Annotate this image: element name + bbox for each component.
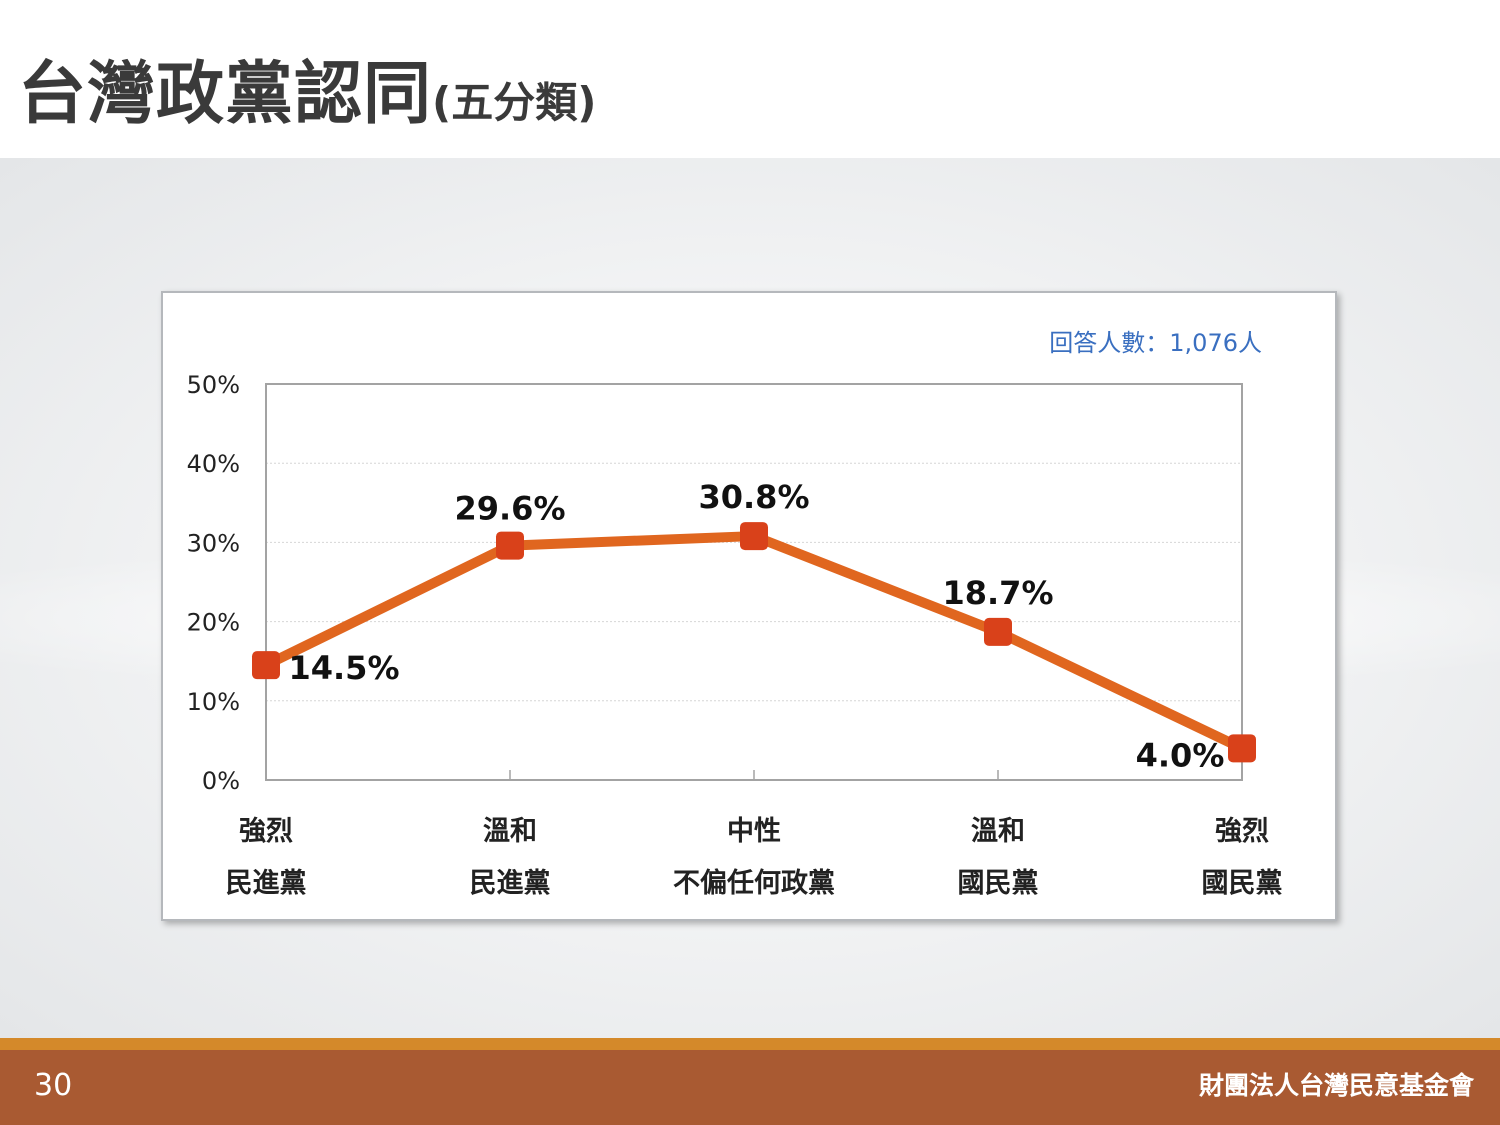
y-tick-label: 0% [202, 767, 240, 795]
data-point-marker [984, 617, 1012, 646]
x-category-label: 溫和 [971, 816, 1025, 847]
chart-frame: 0% 10% 20% 30% 40% 50% 強烈民進黨 溫和民進黨 中性不偏任何政黨 溫和國民黨… [161, 291, 1337, 921]
respondent-count-note: 回答人數：1,076人 [1049, 329, 1262, 357]
y-tick-label: 30% [187, 529, 240, 557]
data-point-marker [740, 522, 768, 551]
x-category-label: 國民黨 [1202, 868, 1283, 899]
organization-name: 財團法人台灣民意基金會 [1198, 1071, 1474, 1100]
x-category-label: 不偏任何政黨 [673, 868, 835, 899]
y-tick-label: 20% [187, 609, 240, 637]
x-category-label: 強烈 [1215, 816, 1269, 847]
footer: 30 財團法人台灣民意基金會 [0, 1050, 1500, 1125]
x-category-label: 民進黨 [470, 868, 551, 899]
data-label: 29.6% [454, 490, 565, 528]
data-label: 18.7% [942, 574, 1053, 612]
data-label: 4.0% [1136, 736, 1225, 774]
y-tick-label: 10% [187, 688, 240, 716]
data-label: 14.5% [288, 649, 399, 687]
data-point-marker [252, 651, 280, 680]
data-point-marker [1228, 734, 1256, 763]
data-label: 30.8% [698, 478, 809, 516]
data-point-marker [496, 531, 524, 560]
y-tick-label: 40% [187, 450, 240, 478]
title-main: 台灣政黨認同 [18, 55, 433, 134]
x-category-label: 中性 [727, 816, 781, 847]
page-number: 30 [34, 1068, 73, 1103]
footer-accent-strip [0, 1038, 1500, 1050]
title-bar: 台灣政黨認同(五分類) [0, 0, 1500, 158]
x-category-label: 強烈 [239, 816, 293, 847]
x-category-label: 國民黨 [958, 868, 1039, 899]
plot-area-border [265, 383, 1243, 781]
page-title: 台灣政黨認同(五分類) [18, 38, 596, 137]
x-category-label: 溫和 [483, 816, 537, 847]
title-subtitle: (五分類) [432, 78, 597, 127]
y-tick-label: 50% [187, 371, 240, 399]
x-category-label: 民進黨 [226, 868, 307, 899]
series-line [261, 531, 1247, 754]
